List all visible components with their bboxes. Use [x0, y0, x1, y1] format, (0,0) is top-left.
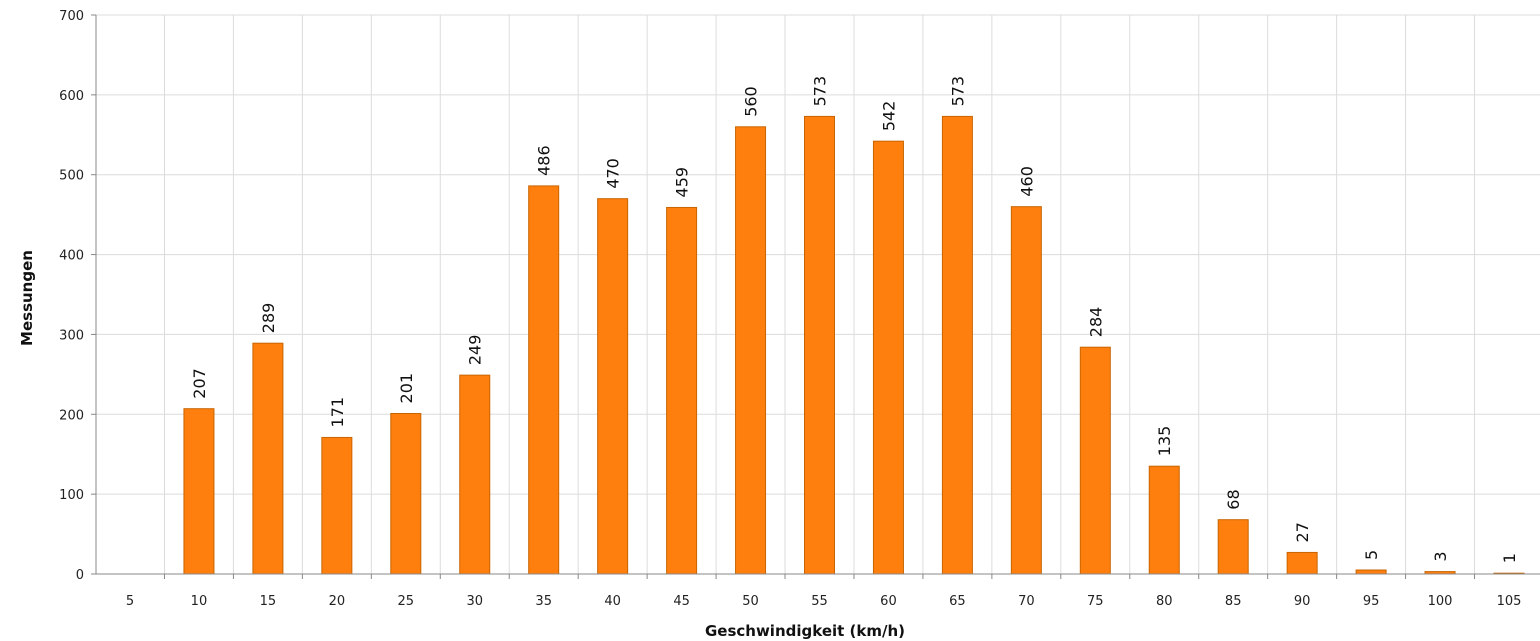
data-label: 171 — [328, 397, 347, 428]
bar — [872, 140, 904, 575]
bar — [459, 374, 491, 575]
y-tick-label: 600 — [59, 89, 84, 104]
data-label: 5 — [1362, 550, 1381, 560]
x-tick-label: 70 — [1018, 594, 1035, 609]
y-tick-label: 200 — [59, 408, 84, 423]
data-label: 459 — [673, 167, 692, 198]
data-label: 27 — [1293, 522, 1312, 542]
bar — [390, 412, 422, 575]
x-tick-label: 85 — [1225, 594, 1242, 609]
y-tick-label: 300 — [59, 328, 84, 343]
data-label: 573 — [948, 76, 967, 107]
data-label-layer: 207 289 171 201 249 486 470 459 560 573 542 573 460 2… — [190, 76, 1519, 563]
y-tick-label: 400 — [59, 249, 84, 264]
x-tick-label: 25 — [398, 594, 415, 609]
x-tick-label: 30 — [466, 594, 483, 609]
bar — [597, 198, 629, 575]
bar — [1355, 569, 1387, 575]
data-label: 3 — [1431, 551, 1450, 561]
data-label: 573 — [811, 76, 830, 107]
bar — [1079, 346, 1111, 575]
bar — [252, 342, 284, 575]
bar — [1148, 465, 1180, 575]
data-label: 460 — [1017, 166, 1036, 197]
x-tick-label: 45 — [673, 594, 690, 609]
data-label: 284 — [1086, 307, 1105, 338]
y-tick-label: 700 — [59, 9, 84, 24]
bar — [735, 126, 767, 575]
data-label: 249 — [466, 335, 485, 366]
y-tick-label: 500 — [59, 169, 84, 184]
bar — [321, 436, 353, 575]
x-axis-title: Geschwindigkeit (km/h) — [705, 622, 905, 640]
bar — [528, 185, 560, 575]
bar — [183, 408, 215, 575]
data-label: 201 — [397, 373, 416, 404]
bar — [804, 115, 835, 575]
x-tick-label: 50 — [742, 594, 759, 609]
x-tick-label: 100 — [1428, 594, 1453, 609]
x-tick-label: 15 — [260, 594, 277, 609]
x-tick-label: 75 — [1087, 594, 1104, 609]
data-label: 68 — [1224, 489, 1243, 509]
data-label: 486 — [535, 145, 554, 176]
data-label: 470 — [604, 158, 623, 189]
bar — [1217, 519, 1249, 575]
data-label: 135 — [1155, 426, 1174, 457]
bar — [666, 206, 698, 575]
x-tick-label: 35 — [535, 594, 552, 609]
x-tick-label: 65 — [949, 594, 966, 609]
grid-layer — [96, 14, 1540, 574]
bar — [1286, 551, 1318, 575]
x-tick-label: 20 — [329, 594, 346, 609]
x-tick-label: 5 — [126, 594, 134, 609]
x-tick-label: 55 — [811, 594, 828, 609]
data-label: 207 — [190, 368, 209, 399]
data-label: 1 — [1500, 553, 1519, 563]
x-tick-label: 10 — [191, 594, 208, 609]
y-tick-label: 100 — [59, 488, 84, 503]
x-tick-label: 40 — [604, 594, 621, 609]
bar — [1010, 206, 1042, 575]
x-tick-label: 60 — [880, 594, 897, 609]
x-tick-label: 105 — [1497, 594, 1522, 609]
y-axis-title: Messungen — [18, 250, 36, 346]
x-tick-label: 80 — [1156, 594, 1173, 609]
x-tick-label: 95 — [1363, 594, 1380, 609]
data-label: 542 — [879, 101, 898, 132]
data-label: 289 — [259, 303, 278, 334]
y-tick-label: 0 — [76, 568, 84, 583]
bar — [941, 115, 973, 575]
x-tick-label: 90 — [1294, 594, 1311, 609]
data-label: 560 — [742, 86, 761, 117]
